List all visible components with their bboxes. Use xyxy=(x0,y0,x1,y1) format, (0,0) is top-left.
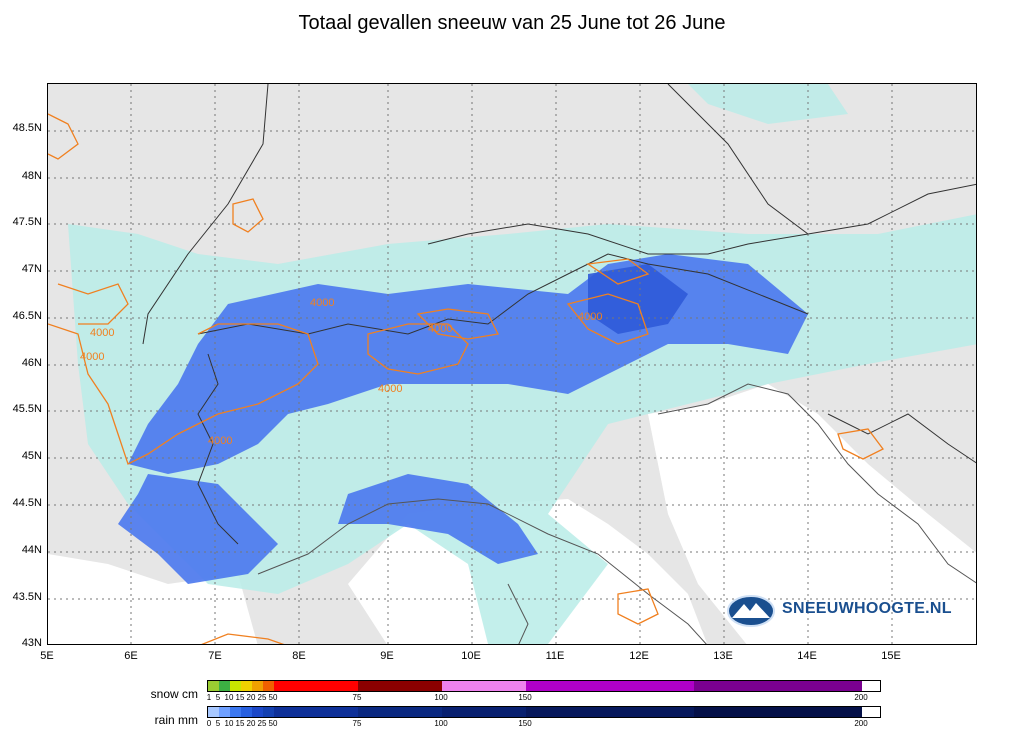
lat-label: 43N xyxy=(21,637,42,649)
adriatic-sea xyxy=(648,384,976,644)
lat-label: 45N xyxy=(21,450,42,462)
rain-legend-swatch xyxy=(274,707,358,717)
snow-legend-swatch xyxy=(526,681,694,691)
snow-legend-swatch xyxy=(694,681,862,691)
contour-labels: 4000 4000 4000 4000 4000 4000 4000 xyxy=(80,297,602,447)
contour-label: 4000 xyxy=(428,323,452,335)
snow-legend-tick: 15 xyxy=(235,693,245,702)
lat-label: 48.5N xyxy=(12,122,42,134)
rain-legend-tick: 75 xyxy=(352,719,362,728)
lon-label: 15E xyxy=(881,650,901,662)
lon-label: 14E xyxy=(797,650,817,662)
lon-label: 11E xyxy=(545,650,565,662)
contours-4000 xyxy=(48,113,884,644)
snow-legend-tick: 10 xyxy=(224,693,234,702)
rain-legend-tick: 5 xyxy=(215,719,221,728)
rain-legend-tick: 150 xyxy=(518,719,532,728)
rain-legend-tick: 0 xyxy=(206,719,212,728)
lat-label: 45.5N xyxy=(12,403,42,415)
snowfall-map: 4000 4000 4000 4000 4000 4000 4000 xyxy=(47,83,977,645)
lat-label: 47.5N xyxy=(12,216,42,228)
heavy-precip-southwest xyxy=(118,474,278,584)
contour-label: 4000 xyxy=(80,351,104,363)
mountain-globe-icon xyxy=(727,595,775,627)
rain-legend-swatch xyxy=(358,707,442,717)
contour-label: 4000 xyxy=(378,383,402,395)
snow-legend-swatch xyxy=(219,681,230,691)
rain-legend-swatch xyxy=(442,707,526,717)
snow-legend-tick: 5 xyxy=(215,693,221,702)
rain-legend-swatch xyxy=(526,707,694,717)
snow-legend-tick: 150 xyxy=(518,693,532,702)
rain-legend-swatch xyxy=(241,707,252,717)
rain-legend-tick: 25 xyxy=(257,719,267,728)
snow-legend-tick: 200 xyxy=(854,693,868,702)
graticule xyxy=(48,84,976,644)
contour-label: 4000 xyxy=(90,327,114,339)
snow-legend-swatch xyxy=(358,681,442,691)
rain-legend-tick: 100 xyxy=(434,719,448,728)
lat-label: 48N xyxy=(21,170,42,182)
rain-legend-label: rain mm xyxy=(154,713,198,727)
lon-label: 9E xyxy=(380,650,394,662)
rain-legend-tick: 15 xyxy=(235,719,245,728)
snow-legend-tick: 20 xyxy=(246,693,256,702)
contour-label: 4000 xyxy=(578,311,602,323)
snow-legend-swatch xyxy=(208,681,219,691)
rain-legend-swatch xyxy=(252,707,263,717)
rain-legend-tick: 20 xyxy=(246,719,256,728)
coastlines xyxy=(257,383,976,644)
rain-color-bar xyxy=(207,706,881,718)
rain-legend-swatch xyxy=(219,707,230,717)
rain-legend-ticks: 0 5 10 15 20 25 50 75 100 150 200 xyxy=(207,719,881,729)
snow-legend-swatch xyxy=(252,681,263,691)
rain-legend-tick: 50 xyxy=(268,719,278,728)
snow-legend-tick: 75 xyxy=(352,693,362,702)
lon-label: 7E xyxy=(208,650,222,662)
snow-legend-swatch xyxy=(442,681,526,691)
logo-text: SNEEUWHOOGTE.NL xyxy=(782,600,952,617)
snow-legend-tick: 25 xyxy=(257,693,267,702)
snow-legend-tick: 50 xyxy=(268,693,278,702)
lat-label: 44N xyxy=(21,544,42,556)
heavy-precip-apennines xyxy=(338,474,538,564)
snow-legend-ticks: 1 5 10 15 20 25 50 75 100 150 200 xyxy=(207,693,881,703)
snow-legend-swatch xyxy=(230,681,241,691)
rain-legend-swatch xyxy=(694,707,862,717)
rain-legend-tick: 200 xyxy=(854,719,868,728)
lon-label: 12E xyxy=(629,650,649,662)
contour-label: 4000 xyxy=(310,297,334,309)
lon-label: 6E xyxy=(124,650,138,662)
snow-legend-tick: 100 xyxy=(434,693,448,702)
lat-label: 46.5N xyxy=(12,310,42,322)
contour-label: 4000 xyxy=(208,435,232,447)
lat-label: 44.5N xyxy=(12,497,42,509)
rain-legend-swatch xyxy=(230,707,241,717)
snow-color-bar xyxy=(207,680,881,692)
mediterranean-west xyxy=(48,554,258,644)
lon-label: 5E xyxy=(40,650,54,662)
lat-label: 46N xyxy=(21,357,42,369)
map-title: Totaal gevallen sneeuw van 25 June tot 2… xyxy=(298,12,726,34)
rain-legend-swatch xyxy=(263,707,274,717)
lon-label: 8E xyxy=(292,650,306,662)
lat-label: 43.5N xyxy=(12,591,42,603)
map-canvas: 4000 4000 4000 4000 4000 4000 4000 xyxy=(48,84,976,644)
snow-legend-swatch xyxy=(263,681,274,691)
sneeuwhoogte-logo[interactable]: SNEEUWHOOGTE.NL xyxy=(726,594,956,628)
snow-legend-tick: 1 xyxy=(206,693,212,702)
lon-label: 10E xyxy=(461,650,481,662)
snow-legend-swatch xyxy=(274,681,358,691)
rain-legend-swatch xyxy=(208,707,219,717)
snow-legend-swatch xyxy=(241,681,252,691)
heavy-precip-core xyxy=(588,264,688,334)
rain-legend-tick: 10 xyxy=(224,719,234,728)
lat-label: 47N xyxy=(21,263,42,275)
lon-label: 13E xyxy=(713,650,733,662)
snow-legend-label: snow cm xyxy=(150,687,198,701)
